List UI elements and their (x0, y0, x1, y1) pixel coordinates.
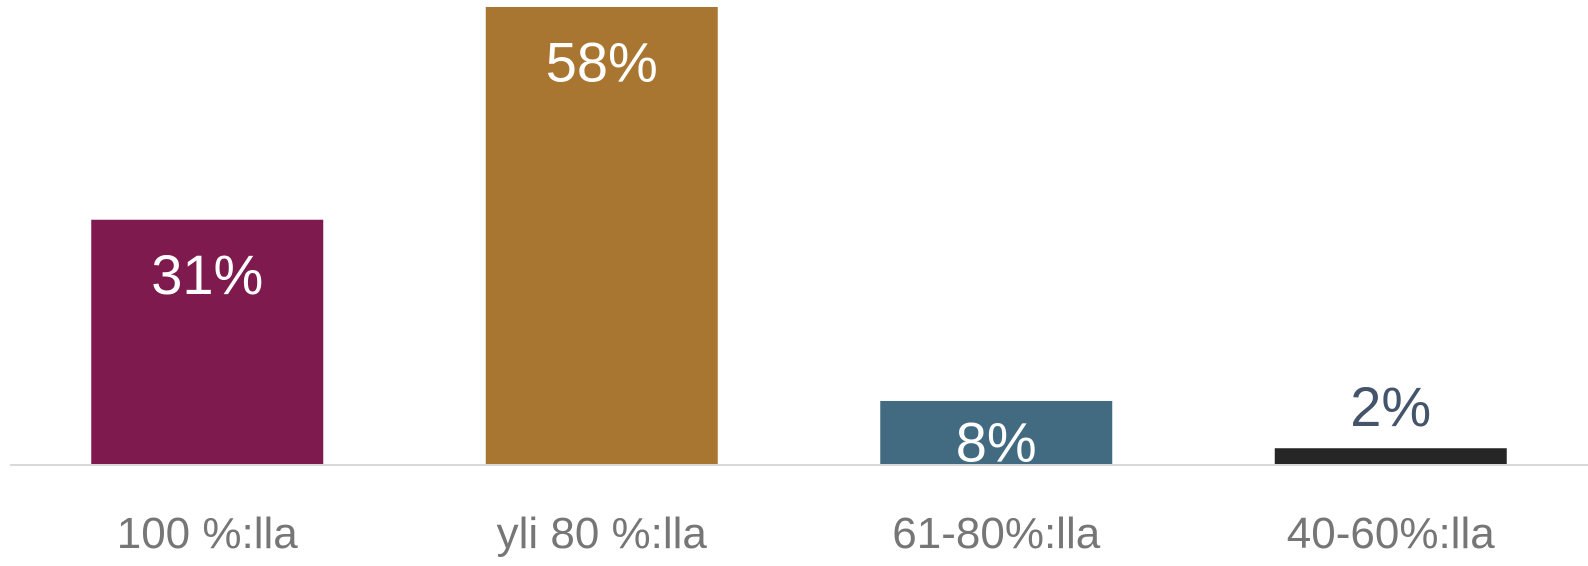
category-labels-group: 100 %:lla yli 80 %:lla 61-80%:lla 40-60%:ll… (117, 509, 1495, 558)
data-labels-group: 31% 58% 8% 2% (151, 30, 1431, 473)
bar-2 (485, 7, 718, 464)
bars-group (91, 7, 1507, 464)
data-label-3: 8% (956, 410, 1037, 473)
data-label-1: 31% (151, 243, 263, 306)
category-label-1: 100 %:lla (117, 509, 299, 558)
bar-4 (1274, 448, 1507, 464)
bar-3 (880, 400, 1113, 464)
category-label-4: 40-60%:lla (1287, 509, 1495, 558)
data-label-4: 2% (1350, 375, 1431, 438)
category-label-3: 61-80%:lla (892, 509, 1100, 558)
category-label-2: yli 80 %:lla (497, 509, 708, 558)
data-label-2: 58% (546, 30, 658, 93)
bar-1 (91, 219, 324, 464)
